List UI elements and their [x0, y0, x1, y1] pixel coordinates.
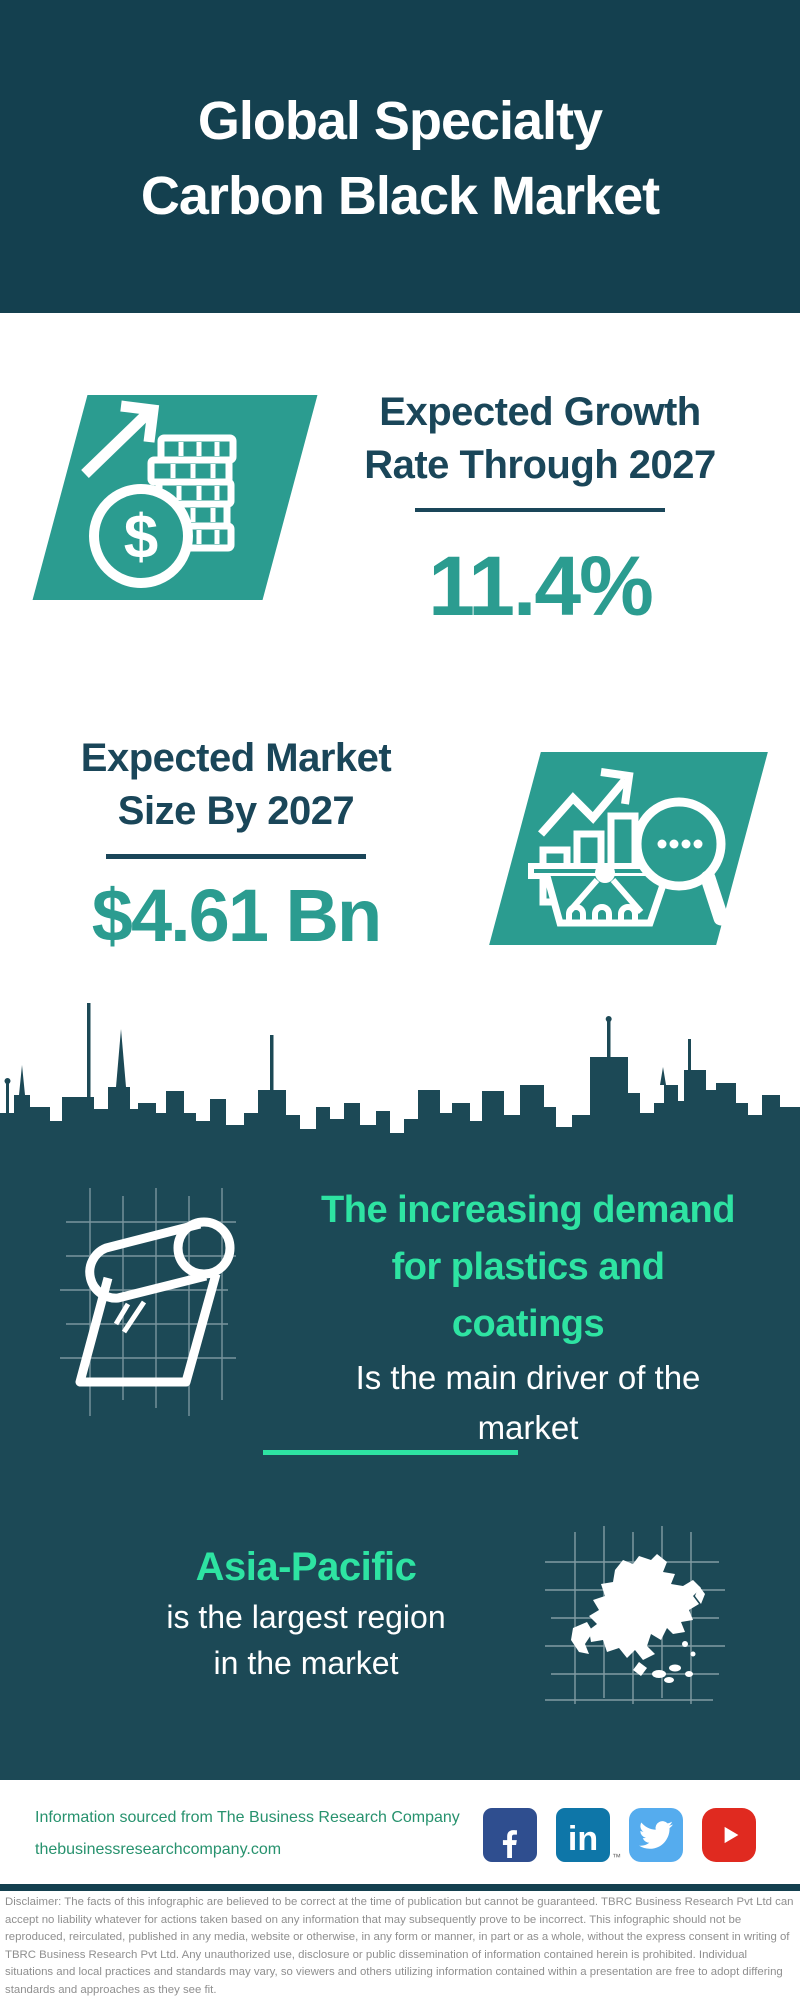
- facebook-f-glyph: [502, 1830, 517, 1858]
- driver-text: Is the main driver of the market: [278, 1353, 778, 1453]
- growth-value: 11.4%: [428, 539, 654, 633]
- twitter-bird-glyph: [639, 1821, 673, 1849]
- page-title-line1: Global Specialty: [197, 91, 603, 151]
- driver-highlight-line1: The increasing demand: [321, 1189, 735, 1231]
- twitter-icon[interactable]: [629, 1808, 683, 1862]
- growth-coins-icon: $: [32, 395, 318, 600]
- region-highlight: Asia-Pacific: [195, 1545, 417, 1589]
- disclaimer-text: Disclaimer: The facts of this infographi…: [5, 1896, 794, 1996]
- driver-text-line2: market: [477, 1409, 579, 1446]
- source-website-link[interactable]: thebusinessresearchcompany.com: [35, 1841, 282, 1858]
- region-text-line2: in the market: [213, 1645, 399, 1681]
- facebook-icon[interactable]: [483, 1808, 537, 1862]
- dark-band: [0, 1158, 800, 1780]
- page-title-line2: Carbon Black Market: [140, 166, 660, 226]
- driver-underline: [263, 1450, 518, 1455]
- growth-underline: [415, 508, 665, 512]
- chart-magnifier-icon: [489, 752, 768, 945]
- header: Global Specialty Carbon Black Market: [0, 0, 800, 313]
- svg-text:$: $: [124, 503, 158, 572]
- source-text: Information sourced from The Business Re…: [35, 1809, 460, 1826]
- market-size-section: Expected Market Size By 2027 $4.61 Bn: [36, 732, 436, 958]
- growth-heading-line2: Rate Through 2027: [364, 443, 716, 487]
- linkedin-in-glyph: in: [568, 1820, 598, 1858]
- linkedin-trademark: ™: [612, 1852, 621, 1862]
- market-size-heading-line1: Expected Market: [80, 736, 392, 780]
- footer-source: Information sourced from The Business Re…: [35, 1802, 460, 1866]
- market-size-heading-line2: Size By 2027: [117, 789, 355, 833]
- region-section: Asia-Pacific is the largest region in th…: [56, 1540, 556, 1686]
- market-size-underline: [106, 854, 366, 859]
- driver-text-line1: Is the main driver of the: [355, 1359, 701, 1396]
- youtube-play-glyph: [724, 1826, 739, 1844]
- svg-text:in: in: [568, 1820, 598, 1858]
- market-size-value: $4.61 Bn: [91, 874, 382, 957]
- linkedin-icon[interactable]: in: [556, 1808, 610, 1862]
- youtube-icon[interactable]: [702, 1808, 756, 1862]
- region-text: is the largest region in the market: [56, 1594, 556, 1686]
- region-text-line1: is the largest region: [166, 1599, 446, 1635]
- chart-magnifier-icon-art: [528, 768, 729, 927]
- paper-roll-icon: [60, 1188, 236, 1416]
- driver-highlight-line2: for plastics and: [391, 1246, 665, 1288]
- growth-section: Expected Growth Rate Through 2027 11.4%: [340, 386, 740, 635]
- driver-section: The increasing demand for plastics and c…: [278, 1182, 778, 1453]
- asia-map-icon: [545, 1526, 725, 1704]
- page-title: Global Specialty Carbon Black Market: [0, 0, 800, 234]
- growth-coins-icon-art: $: [81, 400, 237, 588]
- driver-highlight-line3: coatings: [451, 1303, 605, 1345]
- city-skyline-silhouette: [0, 1003, 800, 1160]
- footer-divider: [0, 1884, 800, 1891]
- driver-highlight: The increasing demand for plastics and c…: [278, 1182, 778, 1353]
- market-size-heading: Expected Market Size By 2027: [36, 732, 436, 838]
- growth-heading: Expected Growth Rate Through 2027: [340, 386, 740, 492]
- growth-heading-line1: Expected Growth: [379, 390, 701, 434]
